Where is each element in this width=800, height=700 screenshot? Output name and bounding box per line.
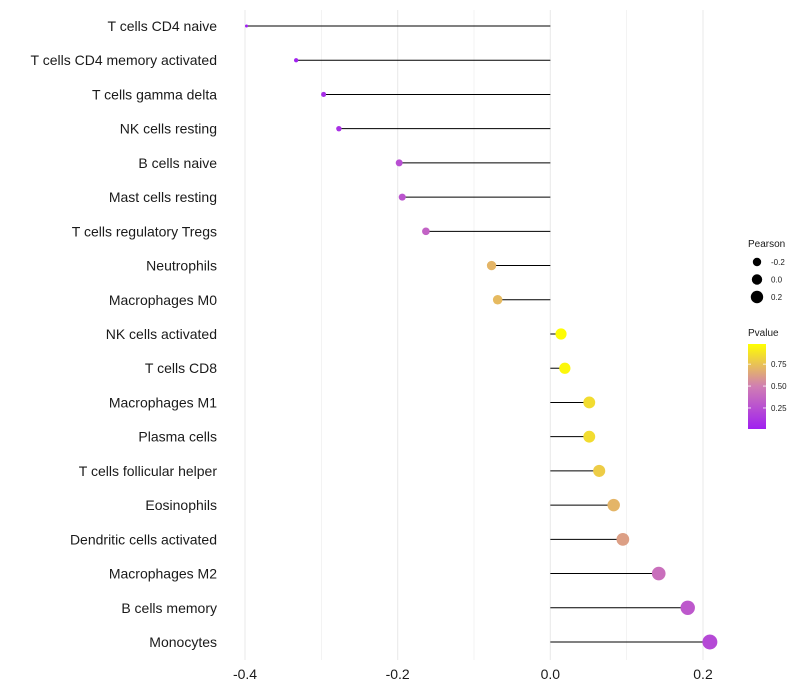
lollipop-dot	[616, 532, 630, 546]
x-tick-label: -0.4	[233, 666, 257, 682]
legend-colorbar	[748, 344, 766, 429]
lollipop-dot	[321, 91, 327, 97]
category-label: Mast cells resting	[109, 189, 217, 205]
legend-size-label: -0.2	[771, 258, 785, 267]
category-label: B cells memory	[121, 600, 217, 616]
category-label: Macrophages M1	[109, 394, 217, 410]
legend-size-dot	[752, 257, 762, 267]
category-label: T cells follicular helper	[79, 463, 218, 479]
legend-size-title: Pearson	[748, 239, 785, 250]
category-label: Eosinophils	[145, 497, 217, 513]
lollipop-dot	[651, 566, 666, 581]
category-label: Plasma cells	[138, 429, 217, 445]
lollipop-dot	[607, 498, 620, 512]
lollipop-dot	[245, 24, 249, 28]
legend-size-label: 0.2	[771, 293, 783, 302]
category-label: Monocytes	[149, 634, 217, 650]
category-label: Dendritic cells activated	[70, 531, 217, 547]
lollipop-dot	[559, 362, 571, 374]
category-label: Neutrophils	[146, 258, 217, 274]
lollipop-dot	[395, 159, 403, 167]
lollipop-dot	[702, 634, 718, 650]
legend-color-label: 0.25	[771, 404, 787, 413]
category-label: T cells CD4 memory activated	[31, 52, 217, 68]
lollipop-dot	[583, 396, 596, 409]
x-tick-label: -0.2	[386, 666, 410, 682]
legend-size-dot	[751, 274, 763, 285]
lollipop-dot	[422, 227, 430, 236]
lollipop-dot	[555, 328, 567, 340]
x-tick-label: 0.0	[541, 666, 561, 682]
category-label: Macrophages M0	[109, 292, 217, 308]
lollipop-dot	[680, 600, 695, 615]
lollipop-dot	[486, 260, 497, 271]
category-label: T cells CD4 naive	[108, 18, 218, 34]
category-label: NK cells resting	[120, 121, 217, 137]
category-label: B cells naive	[138, 155, 217, 171]
lollipop-dot	[593, 464, 606, 477]
category-label: T cells CD8	[145, 360, 217, 376]
lollipop-dot	[293, 58, 299, 63]
lollipop-dot	[492, 295, 503, 305]
category-label: NK cells activated	[106, 326, 217, 342]
legend-color-label: 0.75	[771, 360, 787, 369]
legend-color-title: Pvalue	[748, 328, 779, 339]
category-label: T cells regulatory Tregs	[72, 223, 217, 239]
legend-color-label: 0.50	[771, 382, 787, 391]
lollipop-dot	[398, 193, 406, 201]
category-label: Macrophages M2	[109, 566, 217, 582]
category-label: T cells gamma delta	[92, 86, 217, 102]
lollipop-dot	[583, 430, 596, 443]
legend-size-label: 0.0	[771, 276, 783, 285]
lollipop-dot	[336, 125, 342, 132]
x-tick-label: 0.2	[693, 666, 713, 682]
legend-size-dot	[750, 290, 764, 304]
